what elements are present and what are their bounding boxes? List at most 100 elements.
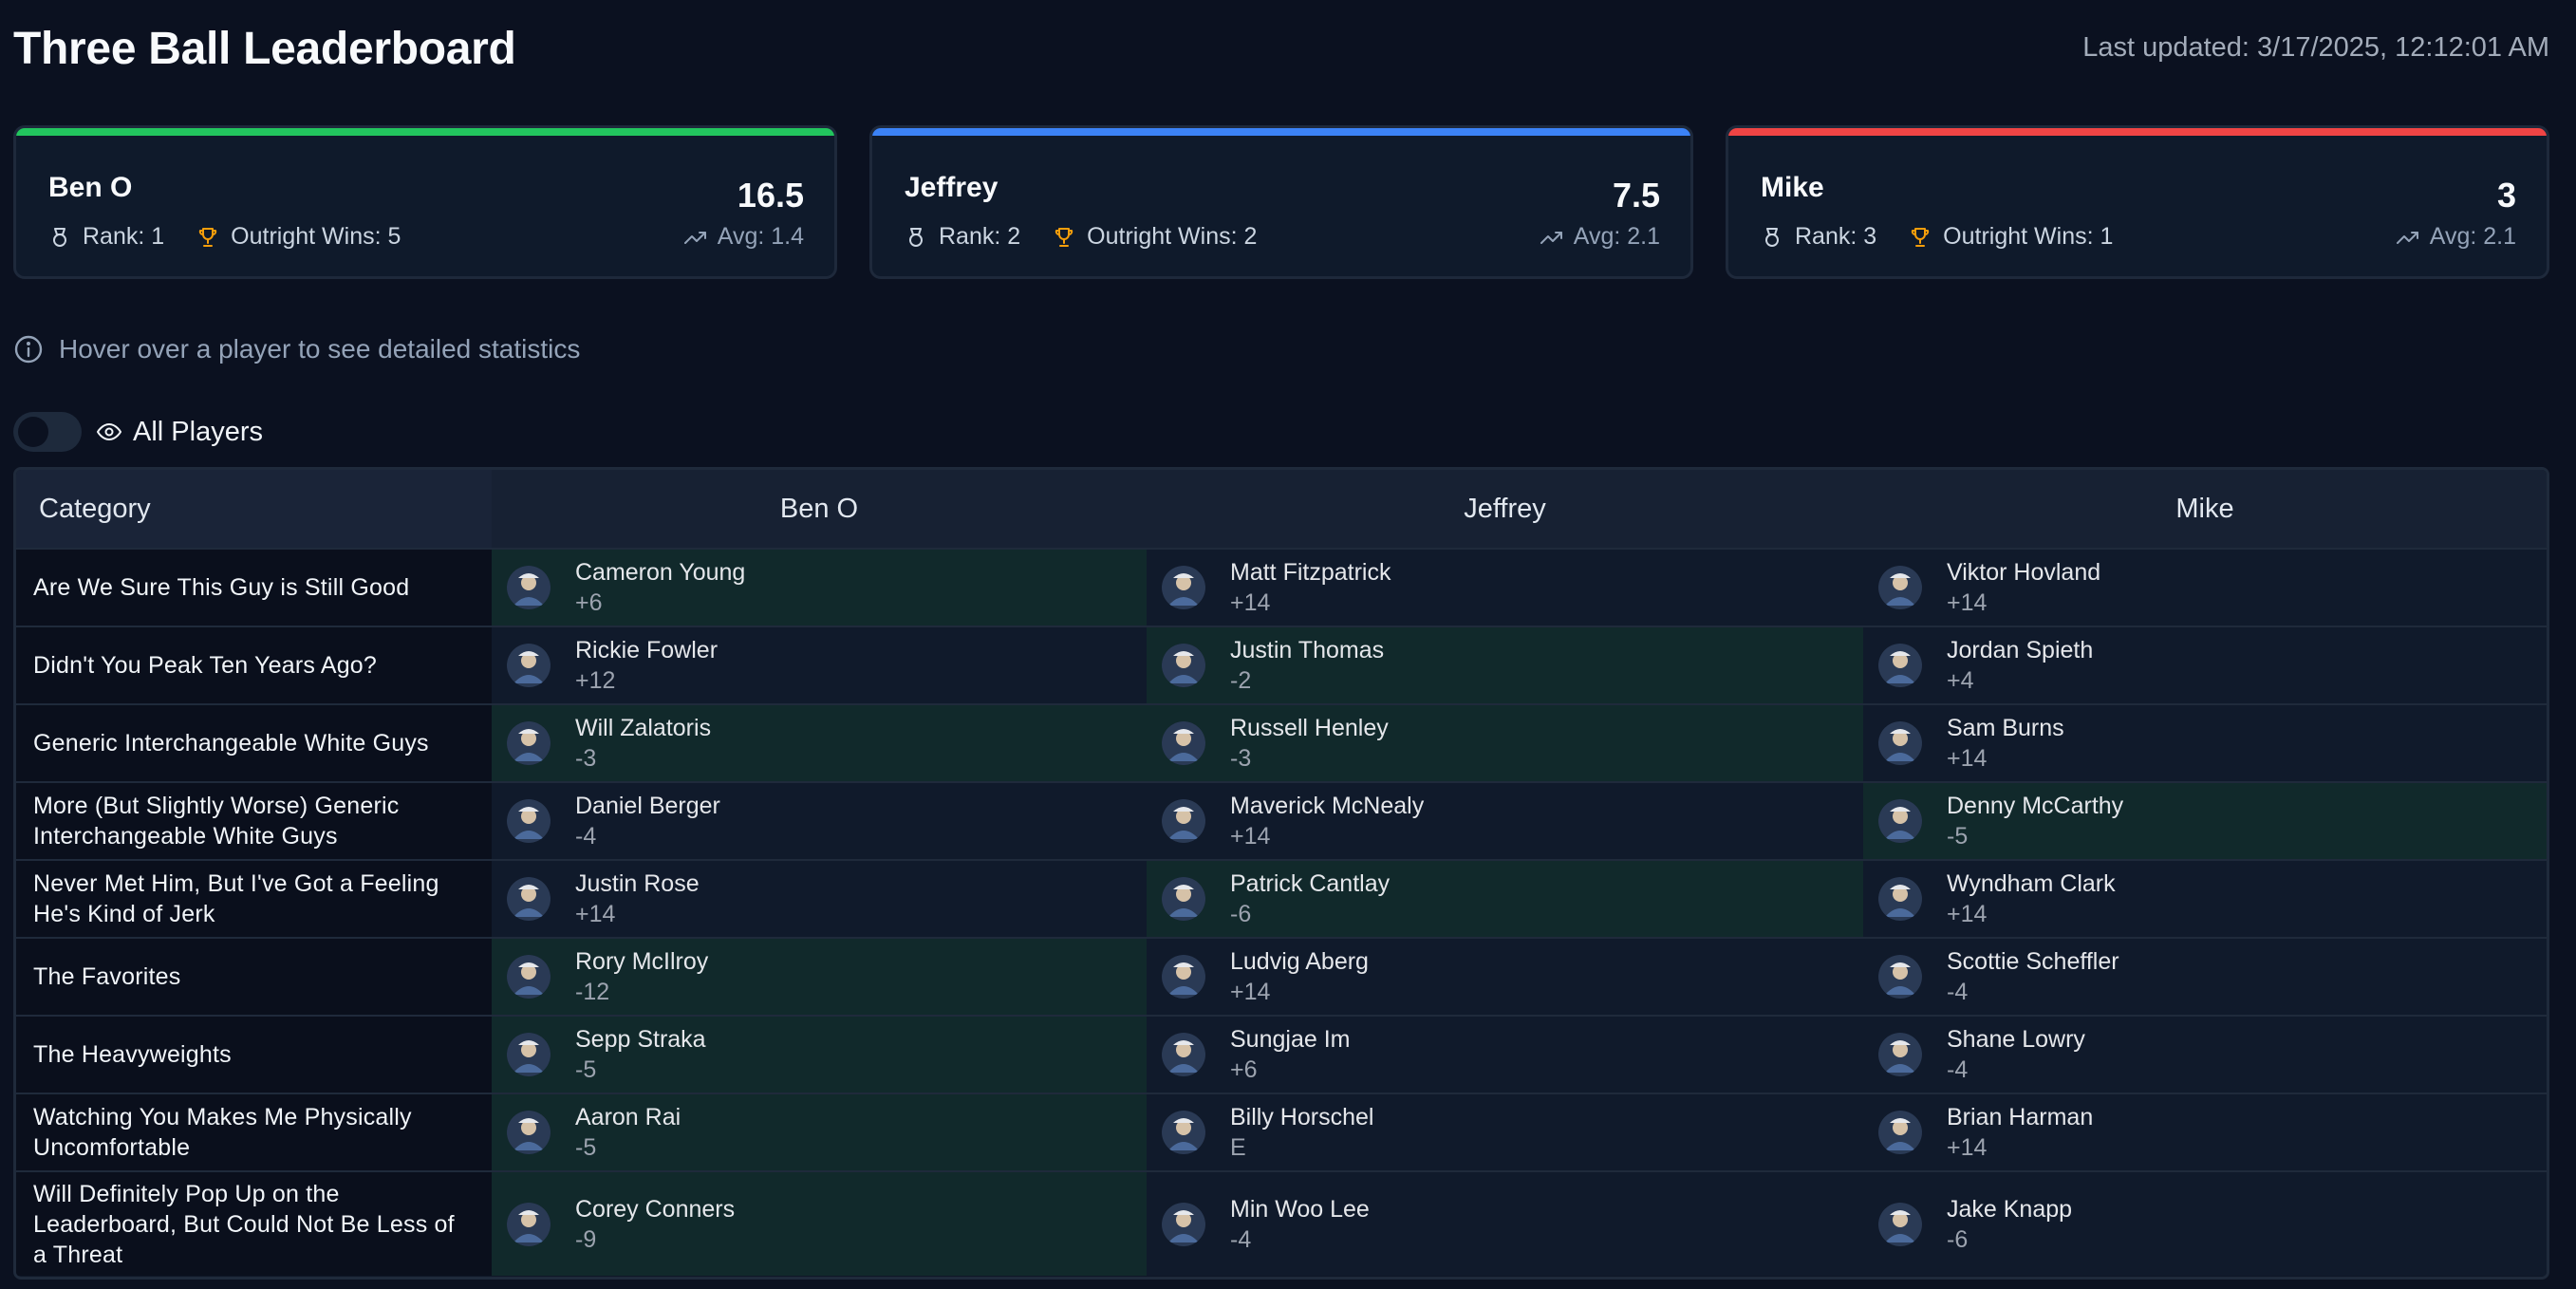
player-avatar: [1162, 1202, 1205, 1246]
player-pick-cell[interactable]: Viktor Hovland +14: [1863, 548, 2547, 626]
player-avatar: [1162, 721, 1205, 765]
player-avatar: [1878, 877, 1922, 921]
player-pick-cell[interactable]: Jordan Spieth +4: [1863, 626, 2547, 704]
player-pick-cell[interactable]: Rory McIlroy -12: [492, 937, 1147, 1016]
player-pick-cell[interactable]: Matt Fitzpatrick +14: [1147, 548, 1863, 626]
player-pick: Sungjae Im +6: [1147, 1024, 1863, 1085]
player-avatar: [1162, 1111, 1205, 1154]
player-pick: Russell Henley -3: [1147, 713, 1863, 774]
player-pick: Sepp Straka -5: [492, 1024, 1147, 1085]
table-row: Will Definitely Pop Up on the Leaderboar…: [16, 1170, 2547, 1276]
player-pick: Billy Horschel E: [1147, 1102, 1863, 1163]
trending-up-icon: [2396, 227, 2420, 248]
table-row: Generic Interchangeable White Guys Will Z…: [16, 703, 2547, 782]
player-score: -5: [1947, 823, 1969, 850]
player-name: Scottie Scheffler: [1947, 948, 2119, 975]
player-pick: Daniel Berger -4: [492, 791, 1147, 851]
player-pick-cell[interactable]: Min Woo Lee -4: [1147, 1170, 1863, 1276]
card-rank: Rank: 2: [939, 223, 1021, 250]
player-pick-cell[interactable]: Will Zalatoris -3: [492, 703, 1147, 782]
player-avatar: [507, 566, 551, 609]
player-pick-cell[interactable]: Corey Conners -9: [492, 1170, 1147, 1276]
player-pick: Justin Thomas -2: [1147, 635, 1863, 696]
card-total-score: 3: [2496, 176, 2516, 215]
player-pick-cell[interactable]: Jake Knapp -6: [1863, 1170, 2547, 1276]
player-avatar: [1878, 955, 1922, 999]
player-pick: Jordan Spieth +4: [1863, 635, 2547, 696]
player-name: Denny McCarthy: [1947, 793, 2124, 819]
table-row: More (But Slightly Worse) Generic Interc…: [16, 781, 2547, 860]
trending-up-icon: [683, 227, 708, 248]
all-players-toggle[interactable]: [13, 412, 82, 452]
player-name: Jake Knapp: [1947, 1195, 2073, 1223]
player-pick: Wyndham Clark +14: [1863, 869, 2547, 929]
player-pick: Rory McIlroy -12: [492, 946, 1147, 1007]
player-avatar: [1162, 566, 1205, 609]
player-pick-cell[interactable]: Cameron Young +6: [492, 548, 1147, 626]
table-row: Didn't You Peak Ten Years Ago? Rickie Fow…: [16, 626, 2547, 704]
player-pick-cell[interactable]: Sungjae Im +6: [1147, 1015, 1863, 1093]
player-pick: Shane Lowry -4: [1863, 1024, 2547, 1085]
player-score: +14: [1947, 745, 1988, 772]
player-pick: Matt Fitzpatrick +14: [1147, 557, 1863, 618]
player-pick-cell[interactable]: Maverick McNealy +14: [1147, 781, 1863, 860]
player-pick-cell[interactable]: Wyndham Clark +14: [1863, 859, 2547, 938]
trophy-icon: [196, 226, 219, 249]
card-player-name: Jeffrey: [905, 172, 999, 203]
toggle-label-text: All Players: [133, 416, 263, 447]
player-pick-cell[interactable]: Russell Henley -3: [1147, 703, 1863, 782]
player-score: -9: [575, 1225, 597, 1253]
player-name: Justin Rose: [575, 870, 700, 897]
player-pick-cell[interactable]: Brian Harman +14: [1863, 1093, 2547, 1171]
avatar-silhouette-icon: [507, 566, 551, 609]
avatar-silhouette-icon: [1162, 644, 1205, 687]
player-pick-cell[interactable]: Justin Rose +14: [492, 859, 1147, 938]
player-pick: Brian Harman +14: [1863, 1102, 2547, 1163]
avatar-silhouette-icon: [507, 1202, 551, 1246]
player-score: -4: [1230, 1225, 1252, 1253]
player-pick-cell[interactable]: Sam Burns +14: [1863, 703, 2547, 782]
card-average: Avg: 2.1: [1540, 223, 1660, 251]
player-score: -3: [1230, 745, 1252, 772]
player-pick: Sam Burns +14: [1863, 713, 2547, 774]
player-avatar: [1878, 644, 1922, 687]
player-score: +14: [1947, 1134, 1988, 1161]
player-card-ben-o[interactable]: Ben O 16.5 Rank: 1 Outright Wins: 5 Avg:…: [13, 125, 837, 279]
toggle-knob: [18, 417, 48, 447]
player-avatar: [507, 1202, 551, 1246]
player-pick-cell[interactable]: Daniel Berger -4: [492, 781, 1147, 860]
player-pick: Scottie Scheffler -4: [1863, 946, 2547, 1007]
player-name: Ludvig Aberg: [1230, 948, 1369, 975]
toggle-label[interactable]: All Players: [97, 417, 263, 448]
player-pick: Ludvig Aberg +14: [1147, 946, 1863, 1007]
player-card-mike[interactable]: Mike 3 Rank: 3 Outright Wins: 1 Avg: 2.1: [1726, 125, 2549, 279]
player-pick-cell[interactable]: Billy Horschel E: [1147, 1093, 1863, 1171]
player-pick-cell[interactable]: Scottie Scheffler -4: [1863, 937, 2547, 1016]
player-pick: Cameron Young +6: [492, 557, 1147, 618]
player-name: Rickie Fowler: [575, 637, 719, 663]
player-pick-cell[interactable]: Aaron Rai -5: [492, 1093, 1147, 1171]
player-pick-cell[interactable]: Justin Thomas -2: [1147, 626, 1863, 704]
player-score: E: [1230, 1134, 1246, 1161]
avatar-silhouette-icon: [507, 644, 551, 687]
table-row: Watching You Makes Me Physically Uncomfo…: [16, 1093, 2547, 1171]
table-row: The Favorites Rory McIlroy -12 Ludvig Aberg…: [16, 937, 2547, 1016]
player-pick-cell[interactable]: Rickie Fowler +12: [492, 626, 1147, 704]
avatar-silhouette-icon: [507, 721, 551, 765]
card-player-name: Mike: [1761, 172, 1824, 203]
player-name: Viktor Hovland: [1947, 559, 2101, 586]
player-pick-cell[interactable]: Patrick Cantlay -6: [1147, 859, 1863, 938]
player-score: +14: [1230, 823, 1271, 850]
player-score: -12: [575, 979, 610, 1005]
player-pick: Justin Rose +14: [492, 869, 1147, 929]
header-jeffrey: Jeffrey: [1147, 470, 1863, 549]
player-avatar: [1878, 799, 1922, 843]
player-pick-cell[interactable]: Sepp Straka -5: [492, 1015, 1147, 1093]
player-pick-cell[interactable]: Denny McCarthy -5: [1863, 781, 2547, 860]
player-pick-cell[interactable]: Ludvig Aberg +14: [1147, 937, 1863, 1016]
player-avatar: [1162, 1033, 1205, 1076]
player-card-jeffrey[interactable]: Jeffrey 7.5 Rank: 2 Outright Wins: 2 Avg…: [869, 125, 1693, 279]
player-name: Billy Horschel: [1230, 1104, 1374, 1130]
player-pick-cell[interactable]: Shane Lowry -4: [1863, 1015, 2547, 1093]
